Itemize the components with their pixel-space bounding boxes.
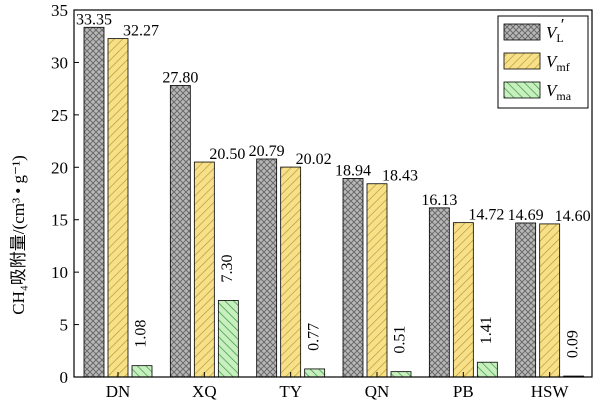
legend-swatch-2	[503, 81, 541, 99]
data-label: 20.79	[249, 143, 285, 160]
bar-pb-series-2	[476, 361, 498, 378]
x-tick-label: HSW	[531, 382, 570, 401]
bar-hsw-series-0	[515, 222, 537, 378]
y-tick-label: 20	[51, 158, 68, 177]
data-label: 20.02	[296, 151, 332, 168]
legend-label-2: Vma	[546, 81, 572, 103]
bar-ty-series-1	[280, 166, 302, 378]
data-label: 33.35	[76, 11, 112, 28]
data-label: 0.77	[305, 323, 322, 351]
x-tick-label: DN	[106, 382, 131, 401]
data-label: 16.13	[421, 192, 457, 209]
data-label: 32.27	[123, 23, 159, 40]
bars-group	[83, 26, 585, 378]
data-label: 20.50	[209, 146, 245, 163]
bar-ty-series-0	[256, 158, 278, 378]
data-label: 14.72	[468, 207, 504, 224]
y-tick-label: 15	[51, 211, 68, 230]
bar-dn-series-1	[107, 38, 129, 378]
plot-frame	[73, 9, 593, 378]
x-tick-label: TY	[279, 382, 302, 401]
data-label: 27.80	[162, 69, 198, 86]
data-label: 18.94	[335, 162, 371, 179]
bar-dn-series-0	[83, 26, 105, 378]
legend-swatch-1	[503, 52, 541, 70]
data-label: 7.30	[219, 254, 236, 282]
legend-label-1: Vmf	[546, 52, 570, 74]
x-tick-label: PB	[453, 382, 474, 401]
bar-hsw-series-1	[539, 223, 561, 378]
data-labels-group: 33.35 32.27 1.08 27.80 20.50 7.30 20.79 20.02 0.…	[76, 11, 591, 358]
y-tick-label: 30	[51, 53, 68, 72]
y-tick-label: 5	[60, 316, 69, 335]
x-tick-label: XQ	[192, 382, 217, 401]
y-tick-label: 25	[51, 106, 68, 125]
bar-dn-series-2	[131, 365, 153, 378]
legend-label-0: VL′	[546, 15, 564, 45]
data-label: 18.43	[382, 168, 418, 185]
legend: VL′ Vmf Vma	[497, 15, 589, 109]
data-label: 0.51	[392, 326, 409, 354]
bar-ty-series-2	[304, 368, 326, 378]
bar-xq-series-1	[193, 161, 215, 378]
bar-pb-series-1	[452, 222, 474, 378]
x-axis: DN XQ TY QN PB HSW	[106, 372, 570, 401]
y-tick-label: 35	[51, 1, 68, 20]
bar-xq-series-2	[217, 300, 239, 378]
y-axis: 0 5 10 15 20 25 30 35	[51, 1, 79, 387]
x-tick-label: QN	[365, 382, 390, 401]
bar-xq-series-0	[169, 85, 191, 378]
bar-qn-series-1	[366, 183, 388, 378]
data-label: 0.09	[564, 330, 581, 358]
y-tick-label: 0	[60, 368, 69, 387]
bar-qn-series-0	[342, 178, 364, 378]
data-label: 1.08	[133, 320, 150, 348]
y-tick-label: 10	[51, 263, 68, 282]
bar-qn-series-2	[390, 371, 412, 378]
data-label: 14.60	[555, 208, 591, 225]
y-axis-label: CH₄吸附量/(cm³ • g⁻¹)	[9, 155, 28, 314]
data-label: 1.41	[478, 316, 495, 344]
legend-swatch-0	[503, 23, 541, 41]
bar-pb-series-0	[428, 207, 450, 378]
data-label: 14.69	[508, 207, 544, 224]
